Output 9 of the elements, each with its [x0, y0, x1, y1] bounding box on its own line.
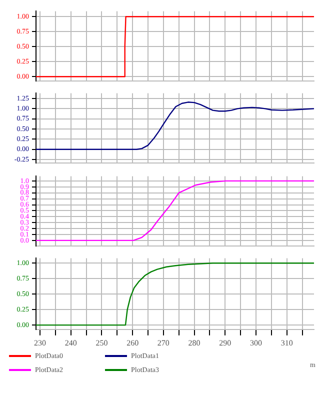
x-tick-label: 270 [157, 338, 170, 348]
x-tick-label: 260 [126, 338, 139, 348]
x-tick-label: 230 [34, 338, 46, 348]
x-tick-label: 280 [188, 338, 200, 348]
x-tick-label: 300 [250, 338, 262, 348]
x-tick-label: 310 [280, 338, 293, 348]
x-tick-label: 240 [64, 338, 77, 348]
x-tick-label: 290 [219, 338, 232, 348]
x-tick-label: 250 [96, 338, 108, 348]
